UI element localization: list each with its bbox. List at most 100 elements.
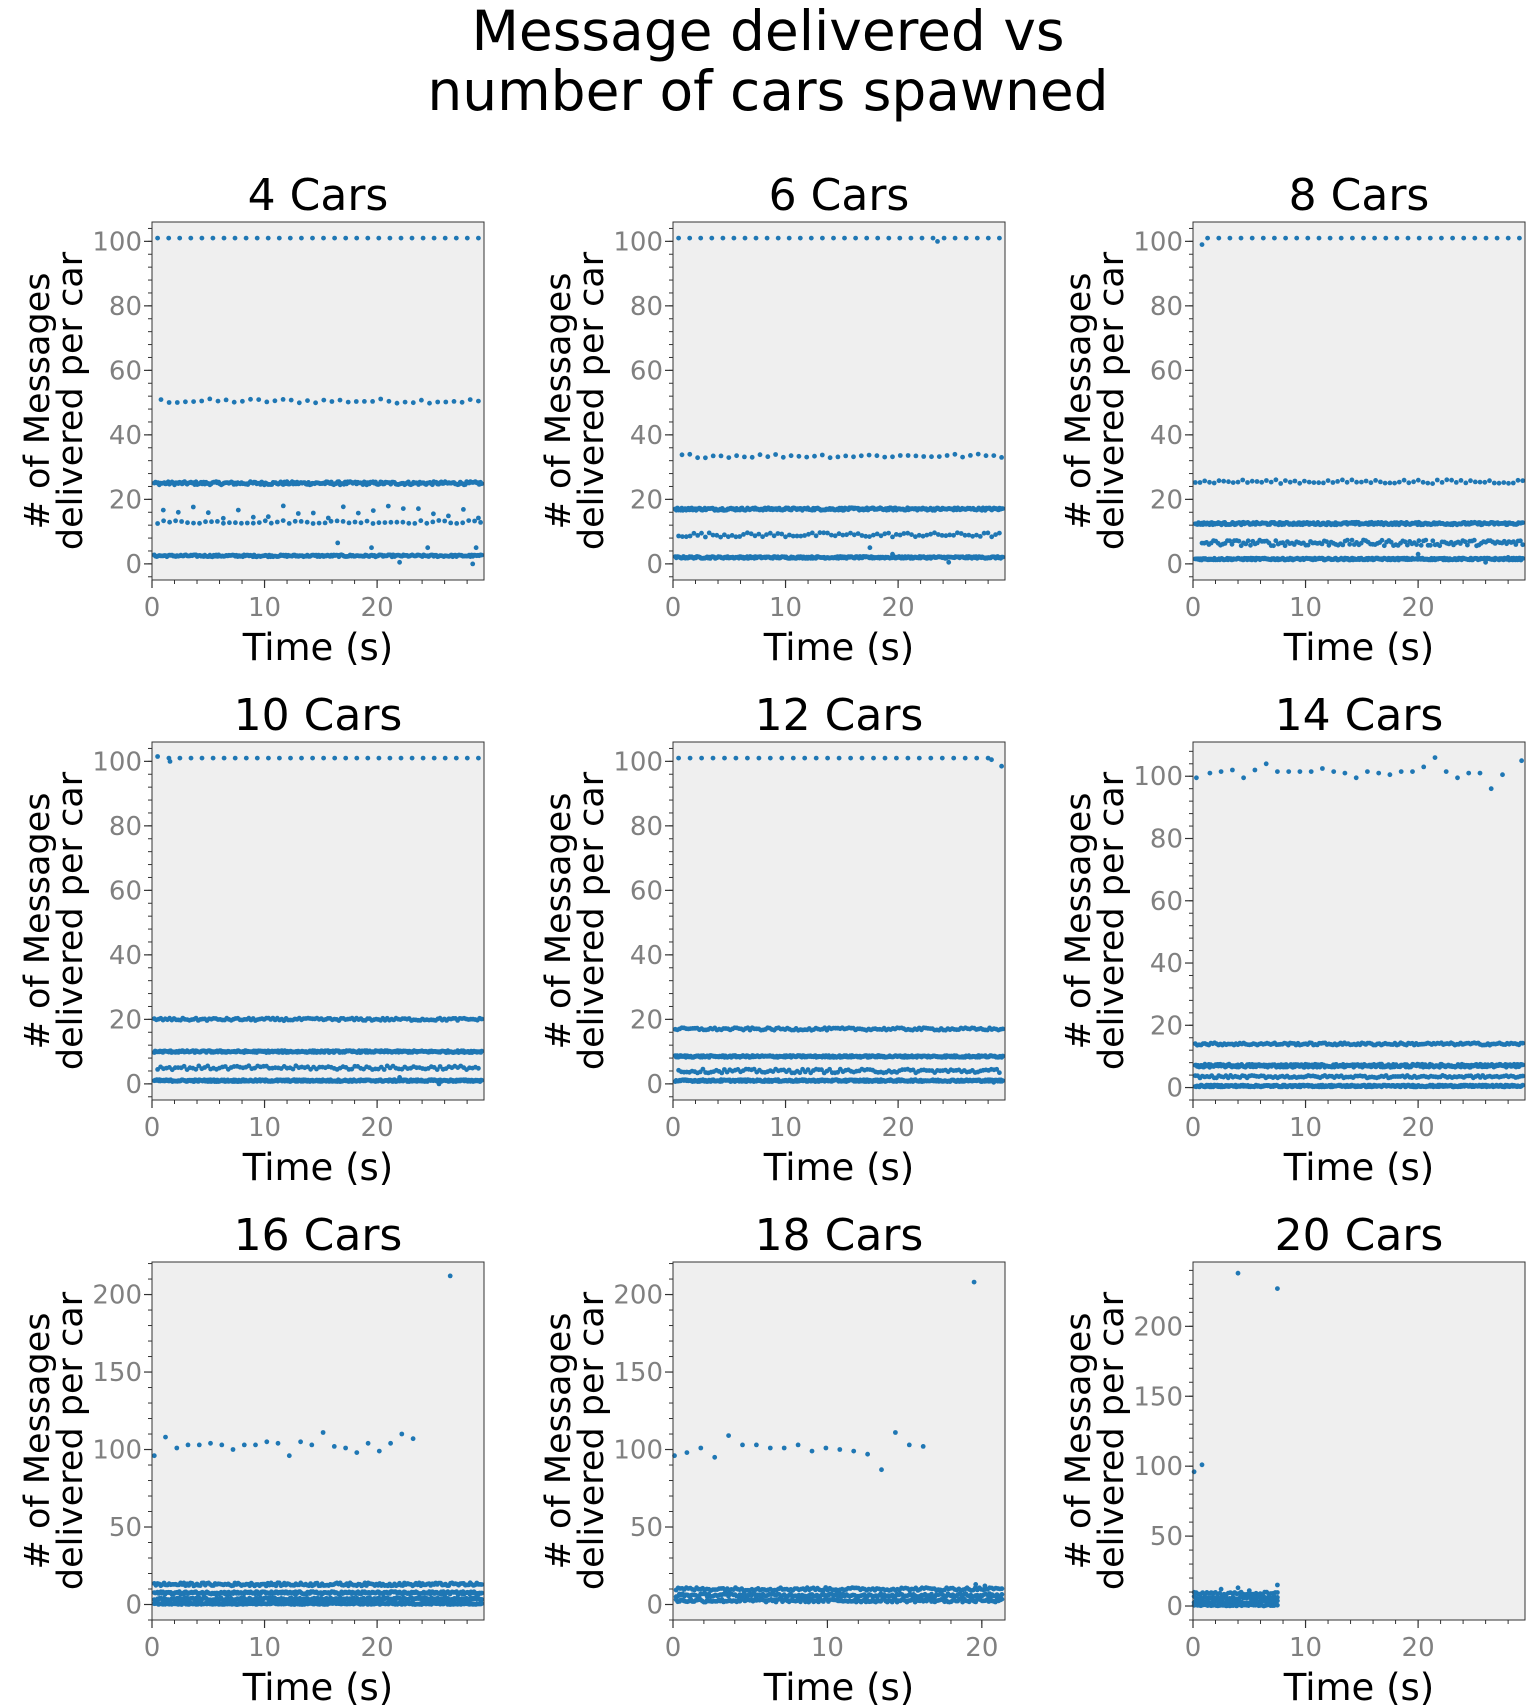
- data-point: [974, 235, 980, 241]
- data-point: [864, 235, 870, 241]
- data-point: [1207, 479, 1212, 485]
- data-point: [321, 235, 326, 241]
- data-point: [1272, 235, 1277, 241]
- data-point: [1216, 235, 1222, 241]
- data-point: [355, 510, 361, 516]
- data-point: [882, 454, 888, 460]
- data-point: [1491, 480, 1497, 486]
- data-point: [446, 513, 451, 519]
- data-point: [813, 533, 819, 539]
- data-point: [1260, 235, 1266, 241]
- data-point: [794, 533, 800, 539]
- data-point: [205, 510, 211, 516]
- y-tick-label: 0: [125, 1070, 142, 1100]
- data-point: [760, 534, 765, 540]
- data-point: [1344, 479, 1350, 485]
- data-point: [215, 519, 220, 524]
- data-point: [397, 1075, 402, 1080]
- data-point: [443, 399, 449, 405]
- data-point: [916, 532, 922, 538]
- data-point: [409, 235, 415, 241]
- data-point: [1505, 235, 1511, 241]
- data-point: [859, 755, 865, 761]
- x-tick-label: 10: [248, 593, 281, 623]
- data-point: [836, 755, 842, 761]
- data-point: [939, 755, 945, 761]
- data-point: [1361, 235, 1366, 241]
- data-point: [1368, 480, 1374, 486]
- data-point: [1349, 537, 1355, 543]
- data-point: [160, 507, 166, 513]
- y-tick-label: 80: [630, 812, 663, 842]
- data-point: [1338, 235, 1344, 241]
- data-point: [848, 755, 853, 761]
- data-point: [264, 399, 270, 405]
- data-point: [1396, 479, 1402, 485]
- data-point: [1372, 235, 1377, 241]
- data-point: [709, 235, 715, 241]
- data-point: [464, 755, 470, 761]
- data-point: [268, 520, 274, 526]
- data-point: [337, 397, 343, 403]
- data-point: [1226, 479, 1231, 485]
- data-point: [310, 510, 316, 516]
- data-point: [893, 532, 899, 537]
- x-tick-label: 10: [248, 1113, 281, 1143]
- data-point: [997, 530, 1002, 536]
- data-point: [1294, 235, 1300, 241]
- data-point: [1000, 1053, 1006, 1059]
- data-point: [1450, 235, 1455, 241]
- data-point: [718, 453, 724, 459]
- data-point: [288, 755, 293, 761]
- data-point: [256, 397, 262, 402]
- data-point: [1482, 479, 1488, 485]
- data-point: [928, 531, 933, 537]
- data-point: [158, 397, 164, 402]
- data-point: [836, 531, 842, 537]
- data-point: [1506, 480, 1511, 486]
- data-point: [1321, 480, 1326, 486]
- data-point: [1283, 478, 1288, 483]
- data-point: [167, 519, 173, 525]
- data-point: [1230, 480, 1236, 485]
- data-point: [402, 399, 408, 405]
- data-point: [190, 504, 196, 510]
- data-point: [757, 452, 763, 458]
- data-point: [962, 532, 968, 538]
- data-point: [227, 520, 232, 526]
- data-point: [188, 235, 194, 241]
- data-point: [191, 399, 197, 404]
- data-point: [431, 235, 437, 241]
- data-point: [691, 530, 697, 536]
- data-point: [848, 530, 853, 536]
- data-point: [173, 518, 179, 524]
- x-tick-label: 0: [665, 1113, 682, 1143]
- data-point: [985, 530, 991, 536]
- data-point: [775, 531, 781, 536]
- y-tick-label: 60: [630, 876, 663, 906]
- data-point: [352, 519, 358, 525]
- data-point: [419, 397, 424, 403]
- data-point: [947, 532, 953, 538]
- data-point: [448, 520, 454, 526]
- data-point: [453, 235, 459, 241]
- data-point: [1496, 480, 1502, 486]
- data-point: [265, 235, 271, 241]
- data-point: [1517, 235, 1522, 241]
- data-point: [418, 518, 424, 524]
- data-point: [406, 520, 412, 526]
- data-point: [726, 455, 732, 460]
- data-point: [335, 540, 341, 546]
- y-tick-label: 80: [630, 292, 663, 322]
- data-point: [188, 755, 194, 761]
- data-point: [1211, 480, 1217, 486]
- data-point: [310, 235, 315, 241]
- data-point: [385, 503, 391, 509]
- data-point: [265, 514, 271, 520]
- data-point: [1363, 478, 1369, 484]
- data-point: [239, 520, 244, 526]
- data-point: [387, 755, 393, 761]
- data-point: [1416, 235, 1422, 241]
- y-tick-label: 100: [92, 747, 142, 777]
- data-point: [809, 530, 815, 536]
